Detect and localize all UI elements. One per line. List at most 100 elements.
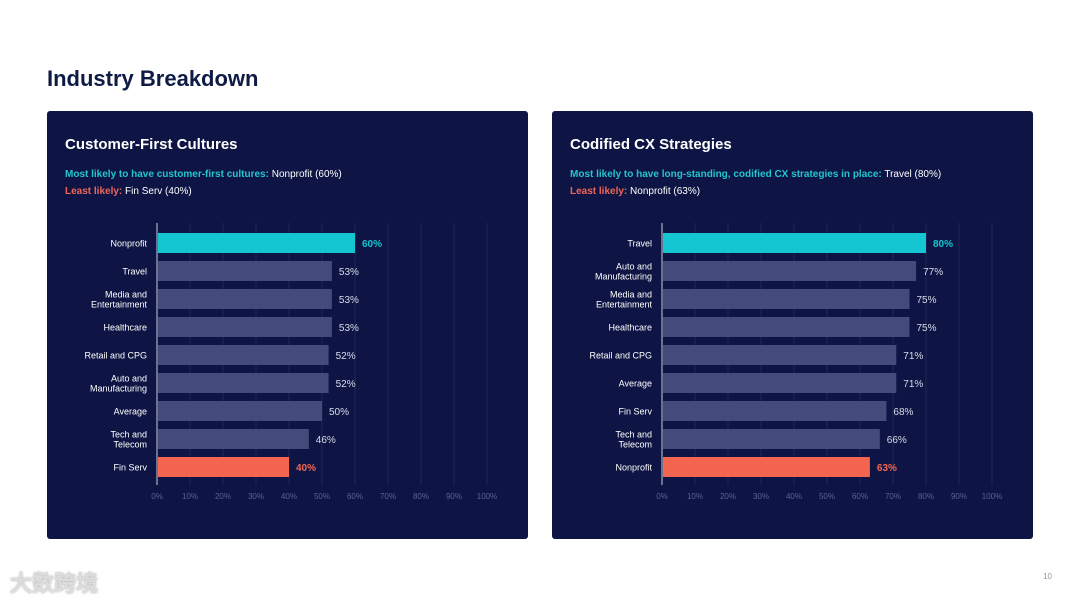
bar [663, 317, 910, 337]
bar [663, 373, 897, 393]
value-label: 75% [917, 295, 937, 306]
value-label: 68% [893, 407, 913, 418]
x-tick-label: 50% [314, 492, 330, 501]
category-label: Tech and [110, 430, 147, 440]
note-most-value: Travel (80%) [884, 169, 942, 180]
x-tick-label: 60% [347, 492, 363, 501]
x-tick-label: 70% [380, 492, 396, 501]
value-label: 60% [362, 239, 382, 250]
page-number: 10 [1043, 572, 1052, 581]
category-label: Telecom [618, 440, 652, 450]
category-label: Fin Serv [113, 463, 147, 473]
category-label: Average [619, 379, 652, 389]
category-label: Entertainment [91, 300, 148, 310]
category-label: Nonprofit [615, 463, 652, 473]
x-tick-label: 80% [918, 492, 934, 501]
note-least-likely: Least likely: Nonprofit (63%) [570, 186, 700, 197]
bar [158, 457, 289, 477]
x-tick-label: 20% [215, 492, 231, 501]
note-least-label: Least likely: [570, 186, 628, 197]
bar [158, 429, 309, 449]
x-tick-label: 100% [982, 492, 1002, 501]
x-tick-label: 20% [720, 492, 736, 501]
bar [158, 373, 329, 393]
x-tick-label: 50% [819, 492, 835, 501]
value-label: 75% [917, 323, 937, 334]
x-tick-label: 10% [687, 492, 703, 501]
note-least-value: Fin Serv (40%) [125, 186, 192, 197]
bar [663, 289, 910, 309]
category-label: Telecom [113, 440, 147, 450]
category-label: Retail and CPG [589, 351, 652, 361]
x-tick-label: 30% [248, 492, 264, 501]
x-tick-label: 80% [413, 492, 429, 501]
note-least-likely: Least likely: Fin Serv (40%) [65, 186, 192, 197]
note-most-value: Nonprofit (60%) [271, 169, 342, 180]
note-most-label: Most likely to have customer-first cultu… [65, 169, 269, 180]
value-label: 50% [329, 407, 349, 418]
x-tick-label: 10% [182, 492, 198, 501]
value-label: 52% [336, 351, 356, 362]
category-label: Fin Serv [618, 407, 652, 417]
bar [158, 401, 322, 421]
value-label: 71% [903, 351, 923, 362]
category-label: Nonprofit [110, 239, 147, 249]
value-label: 71% [903, 379, 923, 390]
x-tick-label: 40% [281, 492, 297, 501]
chart-title: Customer-First Cultures [65, 136, 238, 153]
bar [663, 429, 880, 449]
value-label: 40% [296, 463, 316, 474]
x-tick-label: 40% [786, 492, 802, 501]
value-label: 46% [316, 435, 336, 446]
category-label: Media and [610, 290, 652, 300]
category-label: Auto and [111, 374, 147, 384]
category-label: Healthcare [608, 323, 652, 333]
x-tick-label: 90% [446, 492, 462, 501]
bar [663, 401, 887, 421]
value-label: 77% [923, 267, 943, 278]
bar-chart: 0% 10% 20% 30% 40% 50% 60% 70% 80% 90% 100% Nonprof… [84, 223, 497, 501]
bar [158, 345, 329, 365]
category-label: Manufacturing [90, 384, 147, 394]
bar [158, 289, 332, 309]
x-tick-label: 90% [951, 492, 967, 501]
note-most-label: Most likely to have long-standing, codif… [570, 169, 882, 180]
watermark: 大数跨境 [10, 571, 99, 596]
panel-codified-cx: Codified CX Strategies Most likely to ha… [552, 111, 1033, 539]
x-tick-label: 30% [753, 492, 769, 501]
bar-chart: 0% 10% 20% 30% 40% 50% 60% 70% 80% 90% 100% Travel 8… [589, 223, 1002, 501]
value-label: 53% [339, 323, 359, 334]
note-least-label: Least likely: [65, 186, 123, 197]
category-label: Tech and [615, 430, 652, 440]
category-label: Auto and [616, 262, 652, 272]
x-tick-label: 70% [885, 492, 901, 501]
bar [663, 457, 870, 477]
x-tick-label: 60% [852, 492, 868, 501]
bar [158, 233, 355, 253]
value-label: 53% [339, 295, 359, 306]
note-most-likely: Most likely to have long-standing, codif… [570, 169, 941, 180]
category-label: Healthcare [103, 323, 147, 333]
bar [158, 261, 332, 281]
panel-customer-first: Customer-First Cultures Most likely to h… [47, 111, 528, 539]
value-label: 52% [336, 379, 356, 390]
value-label: 66% [887, 435, 907, 446]
value-label: 53% [339, 267, 359, 278]
x-tick-label: 0% [656, 492, 668, 501]
category-label: Entertainment [596, 300, 653, 310]
category-label: Average [114, 407, 147, 417]
x-tick-label: 0% [151, 492, 163, 501]
category-label: Travel [627, 239, 652, 249]
page-title: Industry Breakdown [47, 66, 259, 91]
category-label: Media and [105, 290, 147, 300]
chart-title: Codified CX Strategies [570, 136, 732, 153]
bar [663, 261, 917, 281]
value-label: 63% [877, 463, 897, 474]
note-most-likely: Most likely to have customer-first cultu… [65, 169, 342, 180]
category-label: Retail and CPG [84, 351, 147, 361]
category-label: Travel [122, 267, 147, 277]
bar [663, 233, 926, 253]
category-label: Manufacturing [595, 272, 652, 282]
x-tick-label: 100% [477, 492, 497, 501]
bar [158, 317, 332, 337]
